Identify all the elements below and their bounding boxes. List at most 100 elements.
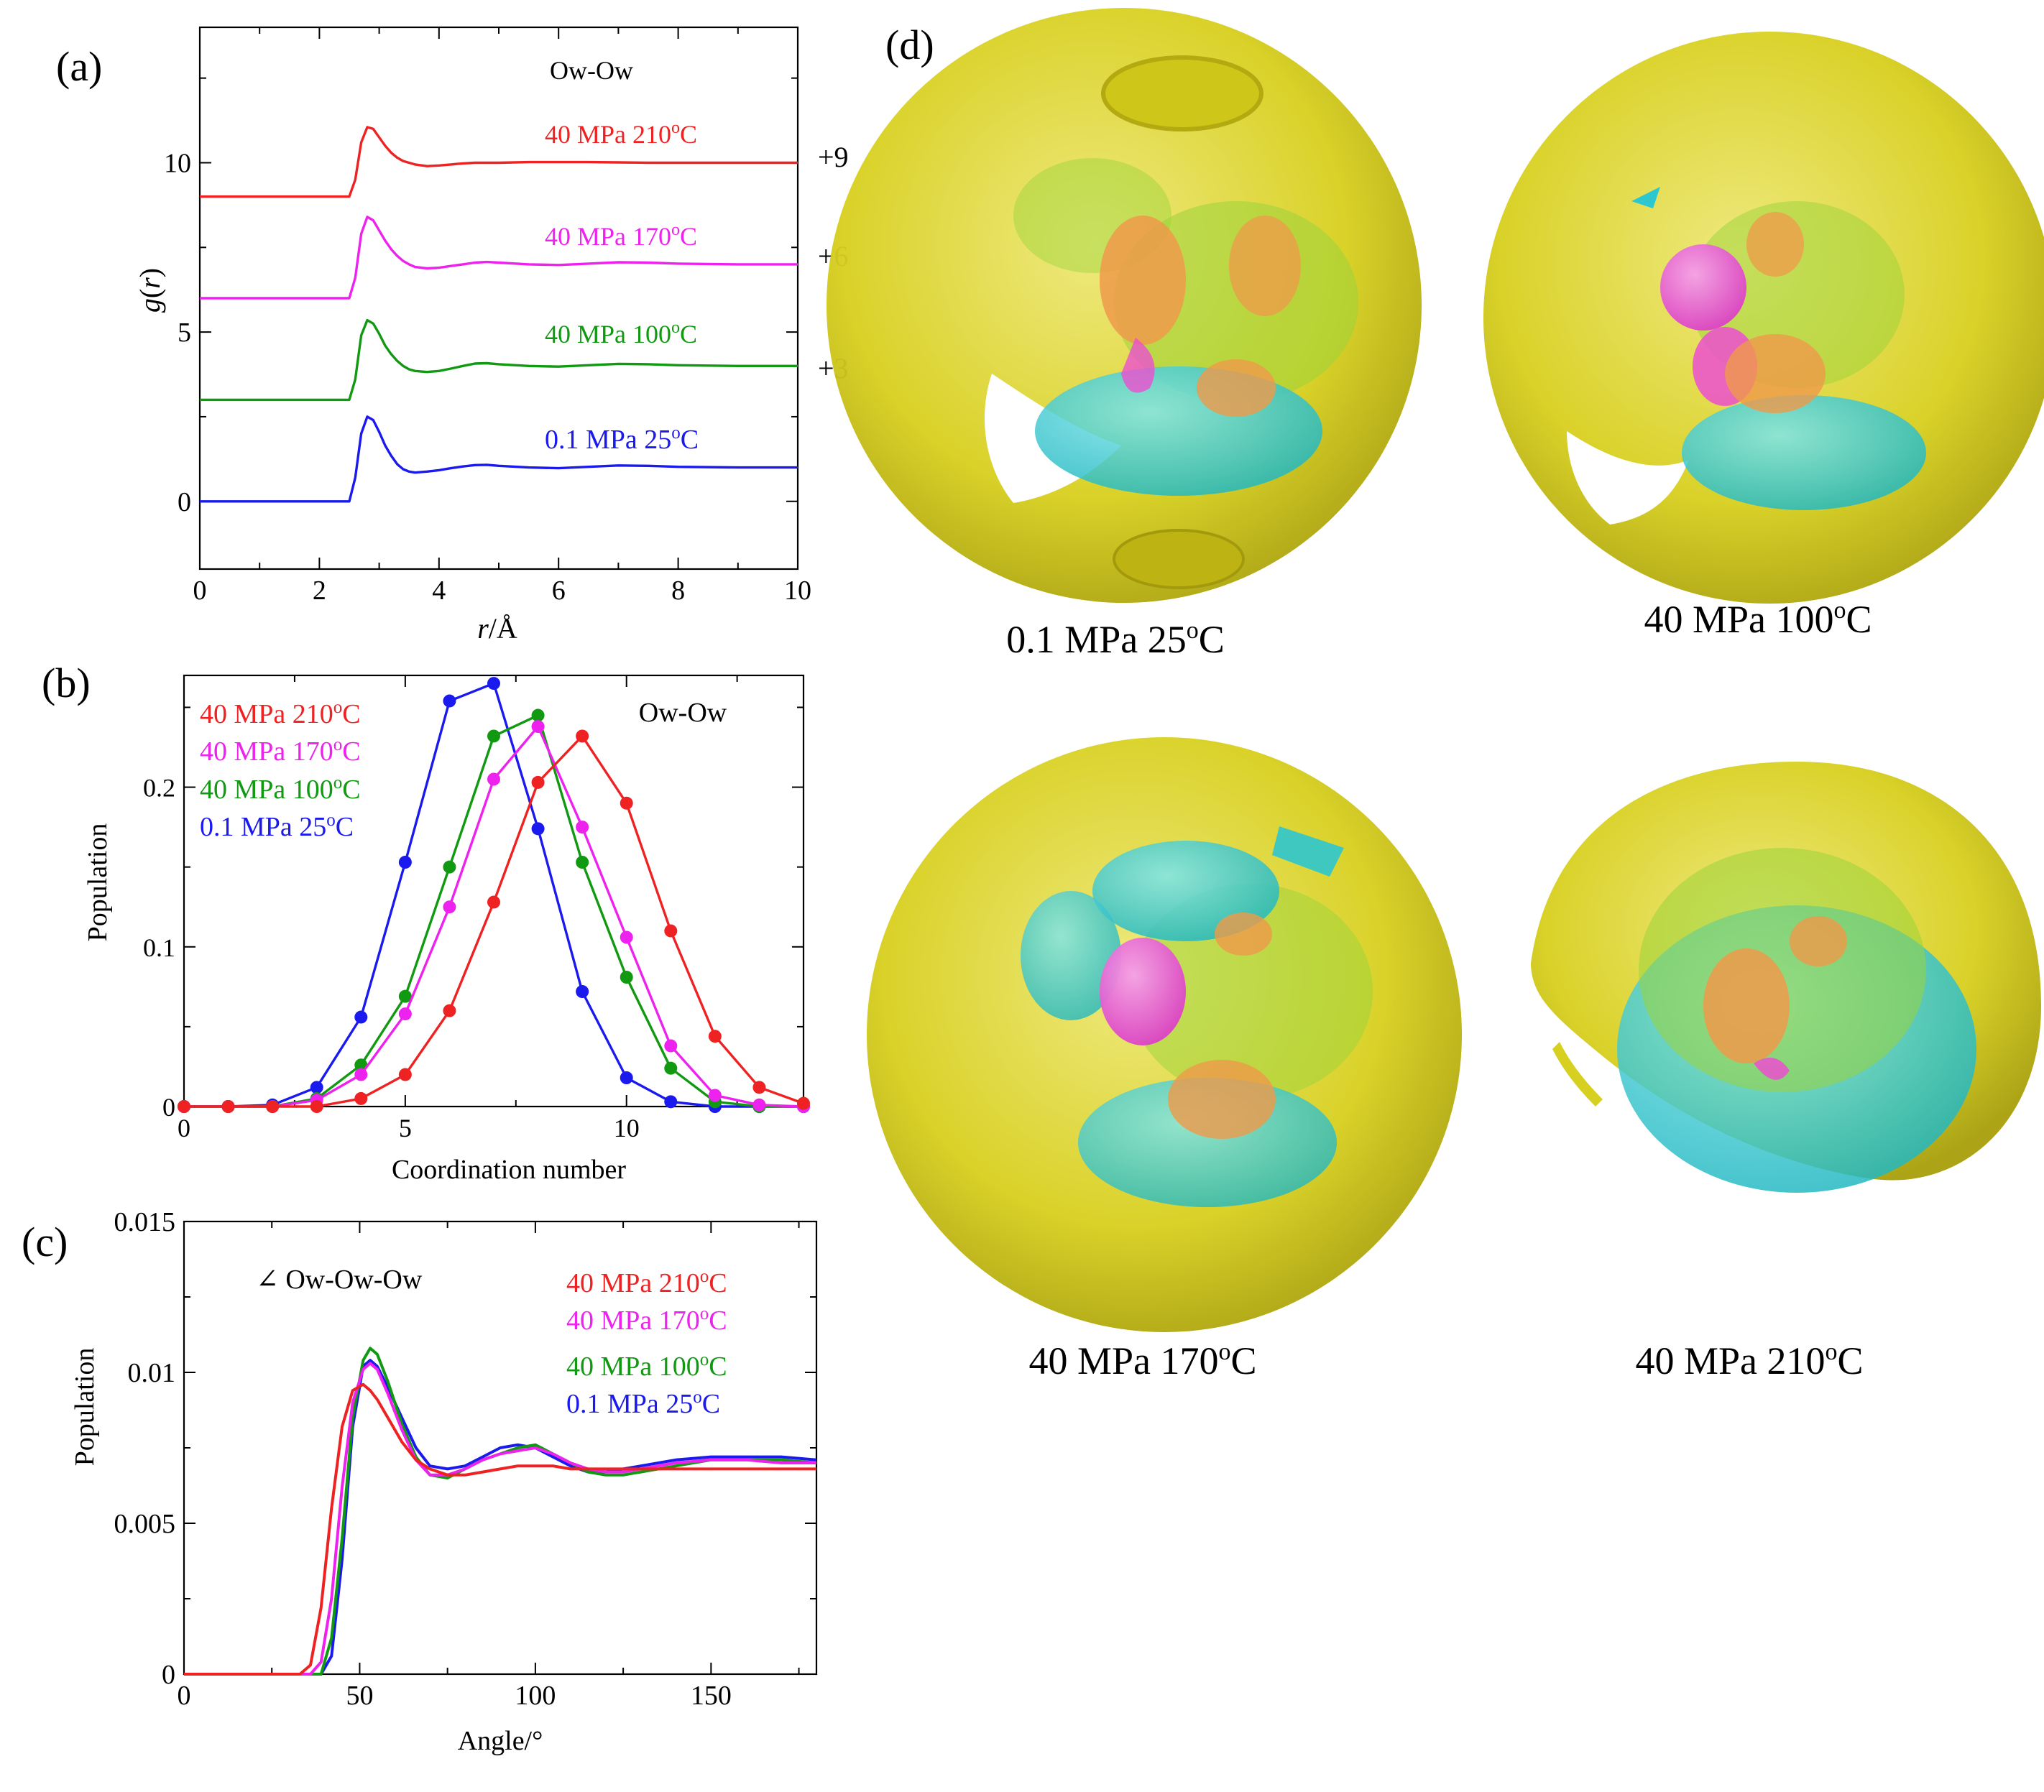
series-line — [200, 415, 798, 503]
x-tick-label: 0 — [178, 1114, 190, 1142]
panel-c-ylabel: Population — [70, 1348, 100, 1467]
data-point — [531, 708, 545, 722]
x-tick-label: 5 — [399, 1114, 412, 1142]
series-line — [200, 216, 798, 300]
x-tick-label: 6 — [552, 576, 566, 606]
data-point — [443, 694, 456, 708]
panel-d: (d) 0.1 MPa 25oC 40 M — [827, 8, 2044, 1382]
cyan-lobe — [1035, 366, 1322, 496]
y-tick-label: 0.1 — [143, 933, 175, 962]
panel-b-label: (b) — [42, 660, 91, 706]
data-point — [531, 822, 545, 836]
top-ring — [1101, 55, 1263, 131]
pink-lobe — [1121, 338, 1155, 393]
orange-lobe — [1703, 948, 1790, 1063]
series-line — [184, 1382, 816, 1676]
panel-a-series-label-170: 40 MPa 170oC — [545, 221, 697, 251]
cyan-shard — [1631, 187, 1660, 208]
y-tick-label: 0.005 — [114, 1509, 176, 1539]
data-point — [354, 1091, 368, 1105]
data-point — [797, 1096, 810, 1110]
x-tick-label: 2 — [313, 576, 326, 606]
data-point — [310, 1081, 323, 1094]
y-tick-label: 0.01 — [128, 1358, 176, 1388]
panel-b: (b) 0 5 10 0 0.1 0.2 Ow-Ow Coordination numbe… — [42, 660, 810, 1185]
data-point — [266, 1100, 280, 1113]
panel-b-legend-170: 40 MPa 170oC — [200, 735, 361, 767]
data-point — [443, 900, 456, 914]
y-tick-label: 10 — [164, 149, 191, 179]
y-tick-label: 0 — [178, 487, 191, 517]
x-tick-label: 0 — [193, 576, 207, 606]
panel-c-legend-210: 40 MPa 210oC — [566, 1267, 727, 1298]
spatial-map-caption-210C: 40 MPa 210oC — [1635, 1339, 1863, 1382]
panel-a-series-label-100: 40 MPa 100oC — [545, 318, 697, 348]
data-point — [398, 1007, 412, 1021]
panel-c-legend-25: 0.1 MPa 25oC — [566, 1387, 720, 1419]
panel-b-legend-210: 40 MPa 210oC — [200, 698, 361, 729]
series-line — [184, 1362, 816, 1676]
panel-a-series-label-25: 0.1 MPa 25oC — [545, 423, 699, 455]
x-tick-label: 4 — [432, 576, 446, 606]
data-point — [576, 856, 589, 869]
panel-b-legend-100: 40 MPa 100oC — [200, 773, 361, 805]
data-point — [708, 1030, 722, 1043]
pink-lobe — [1754, 1058, 1790, 1080]
panel-a: (a) 0 2 4 6 8 10 0 5 10 Ow-Ow r/Å g(r) 40 MPa 21… — [56, 26, 849, 645]
data-point — [620, 796, 633, 810]
panel-b-legend-25: 0.1 MPa 25oC — [200, 810, 354, 842]
data-point — [531, 775, 545, 789]
cyan-lobe — [1682, 395, 1926, 510]
series-line — [184, 1359, 817, 1676]
bottom-ring — [1113, 529, 1245, 589]
data-point — [443, 1004, 456, 1017]
x-tick-label: 50 — [346, 1681, 373, 1711]
data-point — [620, 971, 633, 984]
spatial-map-170C: 40 MPa 170oC — [867, 737, 1462, 1382]
panel-c-title: ∠ Ow-Ow-Ow — [256, 1265, 423, 1295]
data-point — [664, 1039, 678, 1053]
orange-lobe-2 — [1746, 212, 1804, 277]
panel-c-legend-170: 40 MPa 170oC — [566, 1304, 727, 1336]
orange-lobe — [1168, 1060, 1276, 1139]
panel-a-axes: 0 2 4 6 8 10 0 5 10 — [164, 26, 811, 606]
panel-c-xlabel: Angle/° — [458, 1726, 543, 1756]
data-point — [620, 1071, 633, 1084]
y-tick-label: 5 — [178, 318, 191, 348]
panel-b-xlabel: Coordination number — [392, 1155, 626, 1185]
y-tick-label: 0 — [162, 1660, 175, 1690]
cyan-lobe-2 — [1021, 891, 1121, 1020]
orange-lobe — [1725, 334, 1826, 413]
x-tick-label: 150 — [691, 1681, 732, 1711]
yellow-shard — [1552, 1042, 1603, 1107]
y-tick-label: 0.2 — [143, 774, 175, 803]
panel-c-axes: 0 50 100 150 0 0.005 0.01 0.015 — [114, 1207, 818, 1711]
panel-b-ylabel: Population — [83, 823, 113, 942]
orange-lobe — [1100, 216, 1186, 345]
data-point — [487, 729, 500, 743]
pink-lobe — [1660, 244, 1746, 331]
spatial-map-25C: 0.1 MPa 25oC — [827, 8, 1422, 661]
data-point — [487, 772, 500, 786]
data-point — [576, 985, 589, 998]
panel-a-xlabel: r/Å — [477, 612, 517, 645]
panel-a-ylabel: g(r) — [134, 268, 166, 313]
orange-lobe-3 — [1197, 359, 1276, 417]
data-point — [531, 720, 545, 734]
panel-a-label: (a) — [56, 43, 102, 90]
orange-lobe-2 — [1229, 216, 1301, 316]
spatial-map-210C: 40 MPa 210oC — [1531, 762, 2041, 1382]
data-point — [354, 1010, 368, 1024]
data-point — [576, 729, 589, 743]
panel-c-label: (c) — [22, 1219, 68, 1265]
spatial-map-caption-100C: 40 MPa 100oC — [1644, 597, 1872, 641]
x-tick-label: 100 — [515, 1681, 556, 1711]
data-point — [708, 1089, 722, 1102]
panel-d-label: (d) — [885, 22, 934, 68]
panel-c-legend-100: 40 MPa 100oC — [566, 1350, 727, 1382]
data-point — [398, 1068, 412, 1081]
series-line — [184, 1347, 817, 1676]
panel-a-offset-210: +9 — [818, 141, 849, 173]
